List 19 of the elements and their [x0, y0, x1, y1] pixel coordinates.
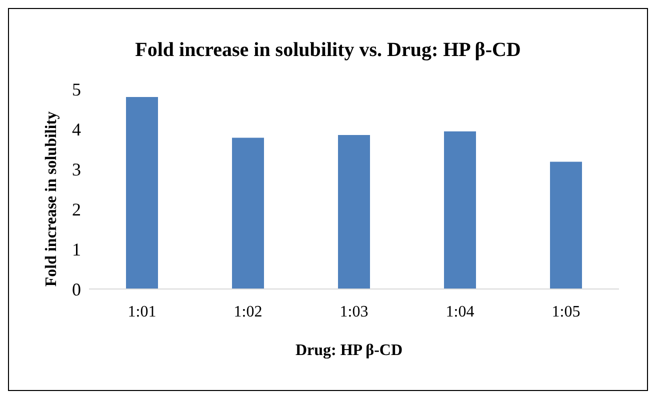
y-tick-label: 3	[72, 159, 81, 180]
bar	[550, 162, 582, 289]
bar	[338, 135, 370, 289]
x-tick-label: 1:01	[128, 303, 156, 320]
y-tick-label: 0	[72, 279, 81, 300]
y-tick-label: 2	[72, 199, 81, 220]
chart-title: Fold increase in solubility vs. Drug: HP β-CD	[134, 39, 522, 62]
x-tick-label: 1:03	[340, 303, 368, 320]
bar	[126, 97, 158, 289]
y-tick-label: 1	[72, 239, 81, 260]
bar	[232, 138, 264, 289]
y-tick-label: 5	[72, 79, 81, 100]
x-tick-label: 1:04	[446, 303, 474, 320]
y-axis-title: Fold increase in solubility	[43, 111, 61, 287]
bar	[444, 131, 476, 289]
x-axis-title: Drug: HP β-CD	[294, 342, 404, 360]
y-tick-label: 4	[72, 119, 81, 140]
x-tick-label: 1:02	[234, 303, 262, 320]
x-tick-label: 1:05	[552, 303, 580, 320]
